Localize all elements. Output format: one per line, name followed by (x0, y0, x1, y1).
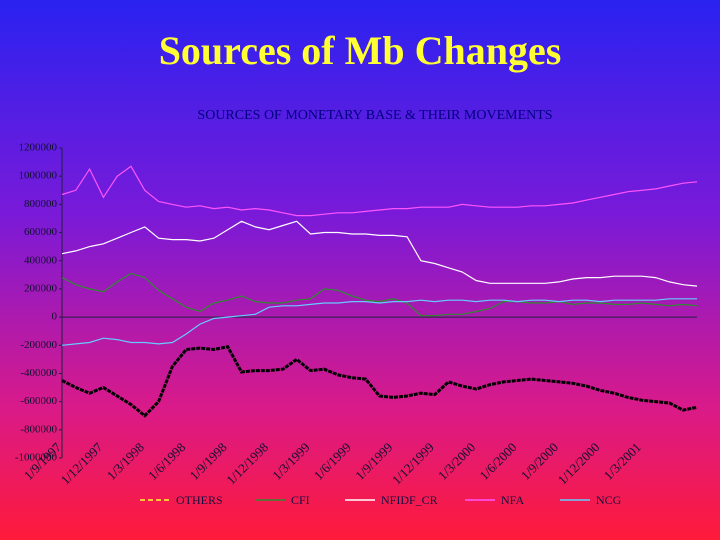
y-tick-label: 0 (52, 311, 58, 323)
y-tick-label: 200000 (24, 282, 58, 294)
x-tick-label: 1/6/1998 (145, 440, 188, 483)
y-tick-label: 800000 (24, 198, 58, 210)
x-tick-label: 1/12/2000 (555, 440, 603, 488)
x-tick-label: 1/3/1999 (269, 440, 312, 483)
legend-label: CFI (291, 493, 310, 507)
x-tick-label: 1/3/1998 (104, 440, 147, 483)
series-line (61, 345, 698, 418)
x-tick-label: 1/12/1998 (223, 440, 271, 488)
y-tick-label: -1000000 (15, 452, 58, 464)
legend-label: OTHERS (176, 493, 223, 507)
legend-label: NFIDF_CR (381, 493, 438, 507)
x-tick-label: 1/3/2000 (435, 440, 478, 483)
x-tick-label: 1/12/1999 (389, 440, 437, 488)
x-tick-label: 1/12/1997 (58, 439, 106, 487)
x-tick-label: 1/3/2001 (601, 440, 644, 483)
y-tick-label: -600000 (20, 395, 57, 407)
series-line (61, 165, 698, 217)
y-tick-label: 1000000 (19, 170, 58, 182)
legend-label: NFA (501, 493, 524, 507)
chart-subtitle: SOURCES OF MONETARY BASE & THEIR MOVEMEN… (197, 108, 552, 123)
slide-title: Sources of Mb Changes (159, 28, 562, 73)
series-line (61, 220, 698, 287)
y-tick-label: 1200000 (19, 142, 58, 154)
series-line (61, 272, 698, 317)
series-line (61, 298, 697, 346)
x-tick-label: 1/6/2000 (476, 440, 519, 483)
y-tick-label: 600000 (24, 226, 58, 238)
legend-label: NCG (596, 493, 622, 507)
y-tick-label: -800000 (20, 423, 57, 435)
y-tick-label: -400000 (20, 367, 57, 379)
y-tick-label: -200000 (20, 339, 57, 351)
x-tick-label: 1/6/1999 (311, 440, 354, 483)
y-tick-label: 400000 (24, 254, 58, 266)
